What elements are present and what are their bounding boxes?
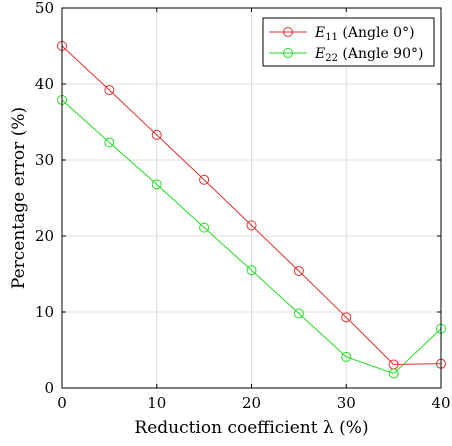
data-point [151, 179, 162, 190]
legend-label-symbol: E [314, 25, 325, 41]
legend-swatch-marker [283, 48, 293, 58]
legend-label-subscript: 11 [325, 32, 338, 43]
data-point [246, 265, 257, 276]
legend-label: E11 (Angle 0°) [314, 25, 415, 43]
legend-label-symbol: E [314, 46, 325, 62]
legend-label-text: (Angle 90°) [338, 46, 424, 62]
ticks: 0 10 20 30 40 0 10 20 30 40 50 [35, 0, 451, 412]
data-point [341, 351, 352, 362]
data-point [293, 308, 304, 319]
y-tick-label: 10 [35, 303, 54, 321]
x-tick-label: 10 [147, 394, 166, 412]
legend-box [262, 17, 435, 67]
series-line [61, 99, 442, 375]
y-tick-label: 50 [35, 0, 54, 17]
y-tick-label: 40 [35, 75, 54, 93]
legend-label-subscript: 22 [325, 53, 338, 64]
legend-label: E22 (Angle 90°) [314, 46, 423, 64]
legend-label-text: (Angle 0°) [338, 25, 415, 41]
series-line [61, 45, 442, 365]
y-axis-label: Percentage error (%) [9, 107, 29, 289]
data-point [199, 222, 210, 233]
data-point [293, 265, 304, 276]
x-tick-label: 0 [57, 394, 67, 412]
y-tick-label: 20 [35, 227, 54, 245]
series-layer [57, 41, 446, 379]
data-point [199, 174, 210, 185]
y-tick-label: 30 [35, 151, 54, 169]
data-point [388, 368, 399, 379]
y-tick-label: 0 [44, 379, 54, 397]
legend-entry: E11 (Angle 0°) [269, 25, 415, 43]
legend: E11 (Angle 0°)E22 (Angle 90°) [262, 17, 435, 67]
data-point [104, 137, 115, 148]
legend-entry: E22 (Angle 90°) [269, 46, 423, 64]
x-axis-label: Reduction coefficient λ (%) [134, 418, 368, 438]
data-point [246, 220, 257, 231]
data-point [341, 312, 352, 323]
legend-swatch-marker [283, 27, 293, 37]
data-point [104, 85, 115, 96]
x-tick-label: 40 [431, 394, 450, 412]
data-point [151, 129, 162, 140]
x-tick-label: 20 [242, 394, 261, 412]
x-tick-label: 30 [337, 394, 356, 412]
